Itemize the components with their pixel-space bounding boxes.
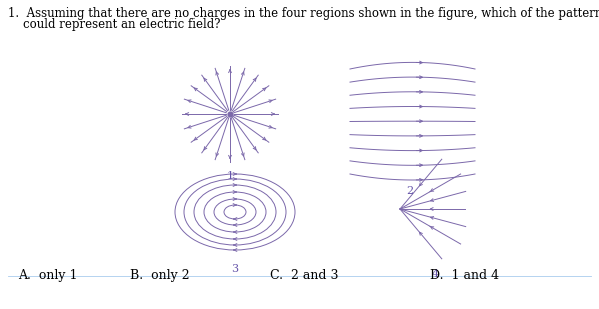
Text: 2: 2 — [407, 186, 413, 196]
Text: 4: 4 — [431, 269, 438, 279]
Text: B.  only 2: B. only 2 — [130, 269, 190, 282]
Text: could represent an electric field?: could represent an electric field? — [8, 18, 220, 31]
Text: C.  2 and 3: C. 2 and 3 — [270, 269, 338, 282]
Text: D.  1 and 4: D. 1 and 4 — [430, 269, 499, 282]
Text: 1.  Assuming that there are no charges in the four regions shown in the figure, : 1. Assuming that there are no charges in… — [8, 7, 599, 20]
Text: 1: 1 — [226, 171, 234, 181]
Text: A.  only 1: A. only 1 — [18, 269, 77, 282]
Text: 3: 3 — [231, 264, 238, 274]
